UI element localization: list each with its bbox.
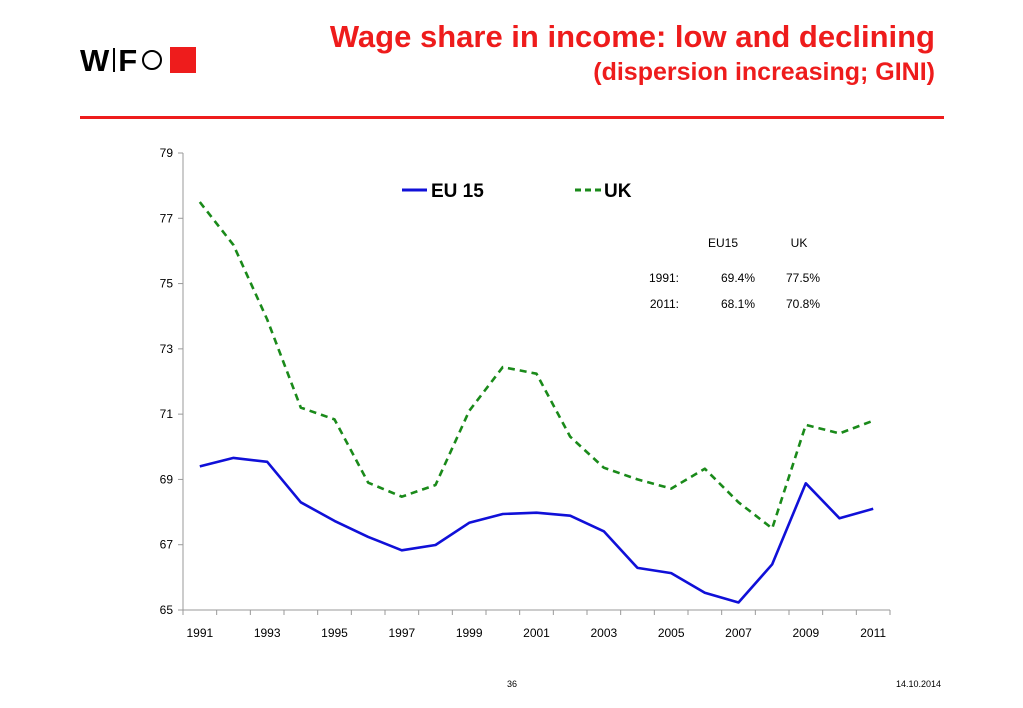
y-tick-label: 77 [160,211,174,225]
table-cell: 77.5% [786,271,820,285]
chart-legend: EU 15 UK [402,181,632,202]
annotation-table: EU15 UK 1991: 69.4% 77.5% 2011: 68.1% 70.8% [649,236,820,311]
slide-title: Wage share in income: low and declining … [330,18,935,88]
x-tick-label: 2007 [725,626,752,640]
table-cell: 69.4% [721,271,755,285]
legend-label: UK [604,181,632,202]
wifo-logo: W F [80,42,197,78]
slide-title-sub: (dispersion increasing; GINI) [593,57,935,86]
x-tick-label: 2011 [860,626,886,640]
x-tick-label: 2009 [792,626,819,640]
chart-series [198,201,874,604]
logo-letter-f: F [118,42,139,78]
x-tick-label: 1999 [456,626,483,640]
chart-axes [182,153,890,611]
y-tick-label: 71 [160,407,174,421]
x-tick-label: 1995 [321,626,348,640]
x-tick-label: 2003 [590,626,617,640]
footer-date: 14.10.2014 [895,679,941,689]
table-cell: 70.8% [786,297,820,311]
title-divider [80,116,944,119]
y-tick-label: 75 [160,277,174,291]
x-tick-label: 1997 [388,626,415,640]
series-line-eu15 [199,456,874,604]
logo-circle-icon [142,50,163,70]
table-cell: 2011: [650,297,679,311]
logo-square-icon [170,47,197,73]
y-tick-label: 69 [160,472,174,486]
x-tick-label: 1993 [254,626,281,640]
table-cell: 1991: [649,271,679,285]
table-cell: 68.1% [721,297,755,311]
logo-letter-w: W [80,42,111,78]
series-line-uk [198,201,874,530]
y-tick-label: 73 [160,342,174,356]
chart-ticks: 65 67 69 71 73 75 77 79 1991 1993 1995 1997 1999 2001… [160,146,891,640]
y-tick-label: 65 [160,603,174,617]
x-tick-label: 2001 [523,626,550,640]
logo-bar [113,48,116,72]
x-tick-label: 1991 [186,626,213,640]
legend-label: EU 15 [431,181,484,202]
y-tick-label: 67 [160,538,174,552]
page-number: 36 [506,679,517,689]
table-header: EU15 [708,236,738,250]
x-tick-label: 2005 [658,626,685,640]
y-tick-label: 79 [160,146,174,160]
slide-title-main: Wage share in income: low and declining [329,19,935,54]
table-header: UK [791,236,808,250]
